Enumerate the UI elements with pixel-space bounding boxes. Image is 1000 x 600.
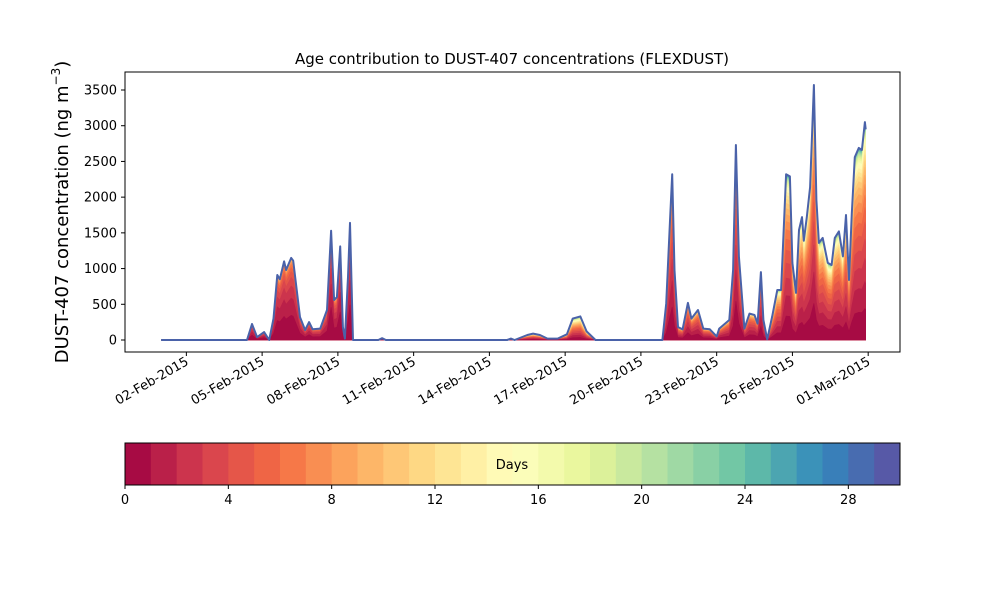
colorbar-bin-17 [564, 443, 591, 485]
y-tick-label: 2000 [84, 191, 117, 206]
colorbar-bin-18 [590, 443, 617, 485]
age-layer-0 [161, 301, 867, 341]
colorbar-bin-26 [796, 443, 823, 485]
x-tick-label: 17-Feb-2015 [492, 354, 571, 408]
colorbar-axis: 0 4 8 12 16 20 24 28 [121, 485, 857, 508]
y-axis: 0 500 1000 1500 2000 2500 3000 3500 [84, 84, 125, 349]
colorbar-tick-label: 12 [427, 493, 444, 508]
colorbar-bin-14 [486, 443, 513, 485]
colorbar [125, 443, 901, 485]
colorbar-bin-0 [125, 443, 152, 485]
colorbar-bin-24 [745, 443, 772, 485]
colorbar-bin-13 [460, 443, 488, 485]
y-axis-label: DUST-407 concentration (ng m−3) [49, 61, 73, 364]
colorbar-bin-12 [435, 443, 462, 485]
colorbar-bin-20 [641, 443, 668, 485]
x-tick-label: 08-Feb-2015 [264, 354, 343, 408]
colorbar-tick-label: 28 [840, 493, 857, 508]
y-tick-label: 1500 [84, 226, 117, 241]
colorbar-tick-label: 20 [633, 493, 650, 508]
y-tick-label: 3500 [84, 84, 117, 99]
colorbar-bin-4 [228, 443, 255, 485]
x-tick-label: 20-Feb-2015 [567, 354, 646, 408]
x-axis: 02-Feb-201505-Feb-201508-Feb-201511-Feb-… [113, 352, 873, 409]
colorbar-bin-29 [874, 443, 901, 485]
colorbar-bin-19 [615, 443, 643, 485]
y-tick-label: 2500 [84, 155, 117, 170]
colorbar-tick-label: 24 [737, 493, 754, 508]
y-tick-label: 3000 [84, 119, 117, 134]
x-tick-label: 14-Feb-2015 [416, 354, 495, 408]
colorbar-bin-6 [280, 443, 307, 485]
colorbar-bin-28 [848, 443, 875, 485]
colorbar-label: Days [496, 458, 529, 473]
colorbar-bin-2 [176, 443, 203, 485]
colorbar-bin-15 [512, 443, 539, 485]
colorbar-bin-9 [357, 443, 384, 485]
colorbar-bin-5 [254, 443, 281, 485]
colorbar-bin-1 [150, 443, 178, 485]
x-tick-label: 05-Feb-2015 [189, 354, 268, 408]
y-tick-label: 1000 [84, 262, 117, 277]
colorbar-bin-11 [409, 443, 436, 485]
colorbar-bin-27 [822, 443, 849, 485]
colorbar-bin-25 [770, 443, 798, 485]
colorbar-bin-21 [667, 443, 694, 485]
colorbar-tick-label: 4 [224, 493, 232, 508]
colorbar-bin-16 [538, 443, 565, 485]
total-line [161, 84, 867, 341]
x-tick-label: 26-Feb-2015 [719, 354, 798, 408]
age-layer-1 [161, 269, 867, 341]
axes-frame [124, 71, 901, 353]
colorbar-bin-23 [719, 443, 746, 485]
colorbar-bin-7 [305, 443, 333, 485]
colorbar-bin-10 [383, 443, 410, 485]
y-tick-label: 0 [109, 334, 117, 349]
colorbar-tick-label: 0 [121, 493, 129, 508]
x-tick-label: 23-Feb-2015 [643, 354, 722, 408]
x-tick-label: 11-Feb-2015 [340, 354, 419, 408]
colorbar-bin-8 [331, 443, 358, 485]
colorbar-bin-22 [693, 443, 720, 485]
chart-title: Age contribution to DUST-407 concentrati… [295, 50, 729, 68]
plot-area [161, 84, 867, 341]
colorbar-bin-3 [202, 443, 229, 485]
colorbar-frame [124, 442, 901, 486]
colorbar-tick-label: 8 [328, 493, 336, 508]
colorbar-tick-label: 16 [530, 493, 547, 508]
x-tick-label: 01-Mar-2015 [794, 354, 873, 408]
y-tick-label: 500 [92, 298, 117, 313]
x-tick-label: 02-Feb-2015 [113, 354, 192, 408]
